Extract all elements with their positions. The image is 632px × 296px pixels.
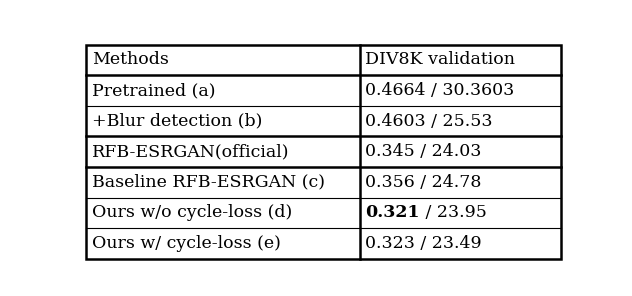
Text: 0.356 / 24.78: 0.356 / 24.78: [365, 174, 482, 191]
Text: 0.321: 0.321: [365, 205, 420, 221]
Text: RFB-ESRGAN(official): RFB-ESRGAN(official): [92, 143, 289, 160]
Text: 0.345 / 24.03: 0.345 / 24.03: [365, 143, 482, 160]
Text: / 23.95: / 23.95: [420, 205, 487, 221]
Text: 0.323 / 23.49: 0.323 / 23.49: [365, 235, 482, 252]
Text: +Blur detection (b): +Blur detection (b): [92, 113, 263, 130]
Text: Ours w/o cycle-loss (d): Ours w/o cycle-loss (d): [92, 205, 293, 221]
Text: Methods: Methods: [92, 52, 169, 68]
Text: Ours w/ cycle-loss (e): Ours w/ cycle-loss (e): [92, 235, 281, 252]
Text: 0.4603 / 25.53: 0.4603 / 25.53: [365, 113, 493, 130]
Text: DIV8K validation: DIV8K validation: [365, 52, 516, 68]
Text: Pretrained (a): Pretrained (a): [92, 82, 216, 99]
Text: Baseline RFB-ESRGAN (c): Baseline RFB-ESRGAN (c): [92, 174, 325, 191]
Text: 0.4664 / 30.3603: 0.4664 / 30.3603: [365, 82, 514, 99]
